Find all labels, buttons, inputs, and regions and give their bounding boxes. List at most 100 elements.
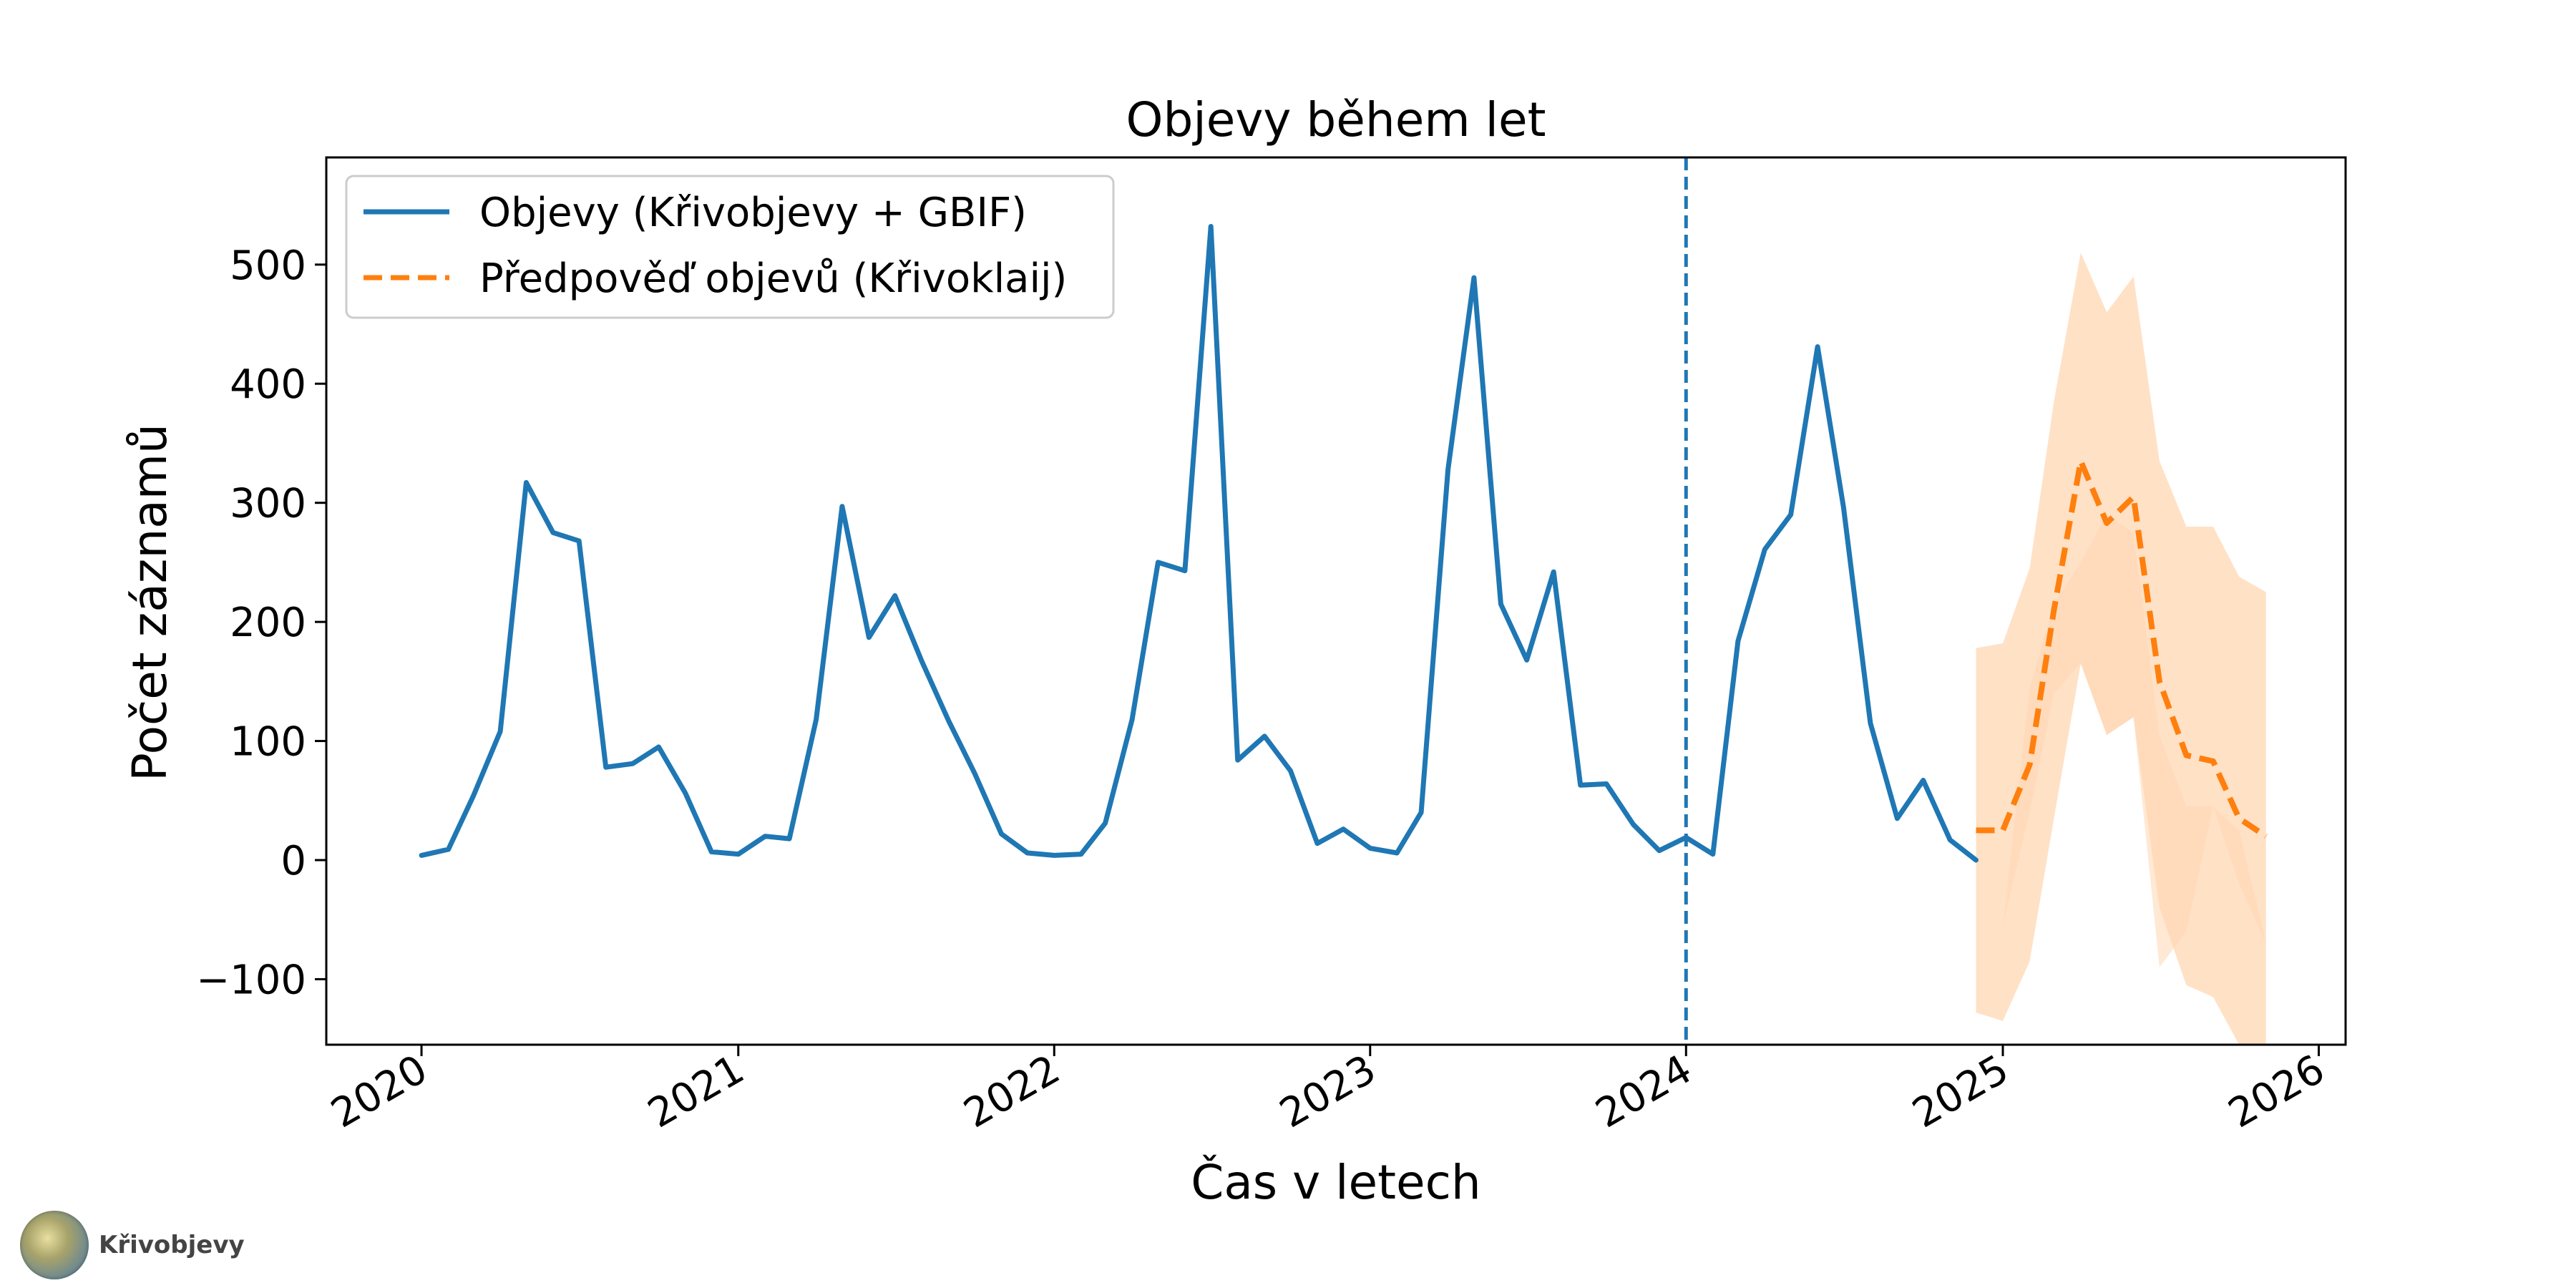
data-point-forecast	[2157, 679, 2162, 683]
data-point-observed	[1000, 831, 1004, 836]
data-point-observed	[709, 849, 713, 854]
data-point-observed	[657, 745, 661, 749]
data-point-observed	[763, 834, 767, 839]
x-tick-label: 2020	[323, 1046, 435, 1138]
data-point-observed	[1183, 569, 1187, 573]
y-tick-label: 100	[230, 719, 306, 766]
data-point-observed	[1315, 841, 1319, 846]
plot-area-frame	[325, 156, 2347, 1046]
data-point-observed	[1472, 275, 1476, 280]
data-point-observed	[972, 771, 977, 776]
data-point-observed	[472, 794, 476, 798]
data-point-observed	[1604, 782, 1609, 786]
data-point-forecast	[1974, 828, 1979, 832]
data-point-observed	[1419, 810, 1423, 814]
data-point-observed	[1789, 512, 1793, 517]
data-point-observed	[1079, 852, 1083, 857]
data-point-observed	[1895, 816, 1899, 821]
data-point-forecast	[2104, 521, 2109, 525]
data-point-observed	[1711, 852, 1715, 857]
data-point-observed	[919, 659, 924, 663]
x-tick-label: 2021	[640, 1046, 752, 1138]
data-point-observed	[736, 852, 741, 857]
data-point-observed	[630, 761, 635, 766]
x-axis-ticks: 2020 2021 2022 2023 2024 2025 2026	[323, 1045, 2333, 1138]
data-point-observed	[787, 836, 791, 841]
data-point-observed	[1736, 639, 1740, 643]
y-axis-ticks: −100 0 100 200 300 400 500	[196, 243, 326, 1003]
data-point-observed	[1156, 560, 1160, 565]
y-tick-label: 200	[230, 600, 306, 646]
data-point-observed	[1262, 734, 1267, 738]
series-line-forecast	[1976, 458, 2268, 839]
brand-name: Křivobjevy	[99, 1231, 245, 1259]
data-point-observed	[1974, 858, 1979, 862]
data-point-observed	[1289, 769, 1293, 773]
data-point-observed	[551, 530, 555, 535]
forecast-confidence-band	[1976, 253, 2266, 1045]
data-point-forecast	[2211, 759, 2215, 763]
y-tick-label: −100	[196, 957, 306, 1003]
data-point-observed	[1762, 547, 1767, 552]
data-point-observed	[1209, 225, 1213, 229]
data-point-observed	[893, 594, 897, 598]
y-tick-label: 400	[230, 361, 306, 408]
data-point-observed	[1921, 779, 1926, 783]
series-lines	[419, 224, 2268, 863]
data-point-observed	[1130, 718, 1134, 722]
data-point-observed	[1341, 827, 1345, 831]
data-point-forecast	[2051, 608, 2056, 613]
data-point-observed	[1868, 721, 1873, 726]
data-point-observed	[1395, 851, 1399, 855]
data-point-observed	[867, 635, 871, 640]
y-tick-label: 300	[230, 481, 306, 527]
data-point-observed	[1948, 838, 1952, 842]
x-tick-label: 2025	[1905, 1046, 2016, 1138]
data-point-forecast	[2001, 828, 2005, 832]
data-point-forecast	[2079, 459, 2083, 463]
globe-logo-icon	[20, 1211, 89, 1279]
data-point-forecast	[2184, 753, 2188, 758]
data-point-observed	[577, 539, 581, 543]
data-point-observed	[419, 853, 424, 857]
data-point-observed	[1446, 467, 1450, 472]
legend-box	[345, 175, 1115, 319]
data-point-forecast	[2237, 816, 2241, 821]
data-point-observed	[447, 847, 451, 852]
data-point-observed	[840, 504, 844, 509]
x-tick-label: 2023	[1272, 1046, 1384, 1138]
legend-entry-forecast: Předpověď objevů (Křivoklaij)	[479, 255, 1067, 302]
data-point-observed	[947, 718, 951, 723]
data-point-forecast	[2132, 494, 2136, 499]
y-tick-label: 500	[230, 243, 306, 289]
chart-title: Objevy během let	[1126, 92, 1546, 147]
data-point-observed	[1525, 658, 1529, 662]
legend: Objevy (Křivobjevy + GBIF) Předpověď obj…	[345, 175, 1115, 319]
data-point-observed	[1052, 853, 1056, 857]
data-point-observed	[1025, 851, 1030, 855]
data-point-observed	[1815, 345, 1820, 349]
data-point-observed	[1551, 570, 1556, 574]
data-point-observed	[1841, 505, 1845, 509]
data-point-observed	[1579, 783, 1583, 787]
data-point-observed	[1498, 602, 1503, 606]
data-point-observed	[1103, 821, 1108, 825]
data-point-forecast	[2264, 834, 2268, 839]
y-axis-label: Počet záznamů	[122, 424, 177, 781]
x-tick-label: 2022	[956, 1046, 1068, 1138]
data-point-observed	[604, 765, 608, 769]
legend-entry-observed: Objevy (Křivobjevy + GBIF)	[479, 190, 1027, 236]
series-line-observed	[419, 224, 1979, 863]
data-point-observed	[498, 729, 502, 733]
data-point-observed	[1631, 822, 1636, 826]
data-point-observed	[1684, 835, 1688, 839]
x-tick-label: 2026	[2221, 1046, 2333, 1138]
x-tick-label: 2024	[1588, 1046, 1699, 1138]
y-tick-label: 0	[280, 838, 306, 884]
brand-watermark: Křivobjevy	[20, 1209, 245, 1281]
data-point-observed	[524, 480, 528, 484]
data-point-observed	[683, 791, 688, 796]
data-point-observed	[814, 718, 819, 722]
x-axis-label: Čas v letech	[1191, 1154, 1480, 1210]
